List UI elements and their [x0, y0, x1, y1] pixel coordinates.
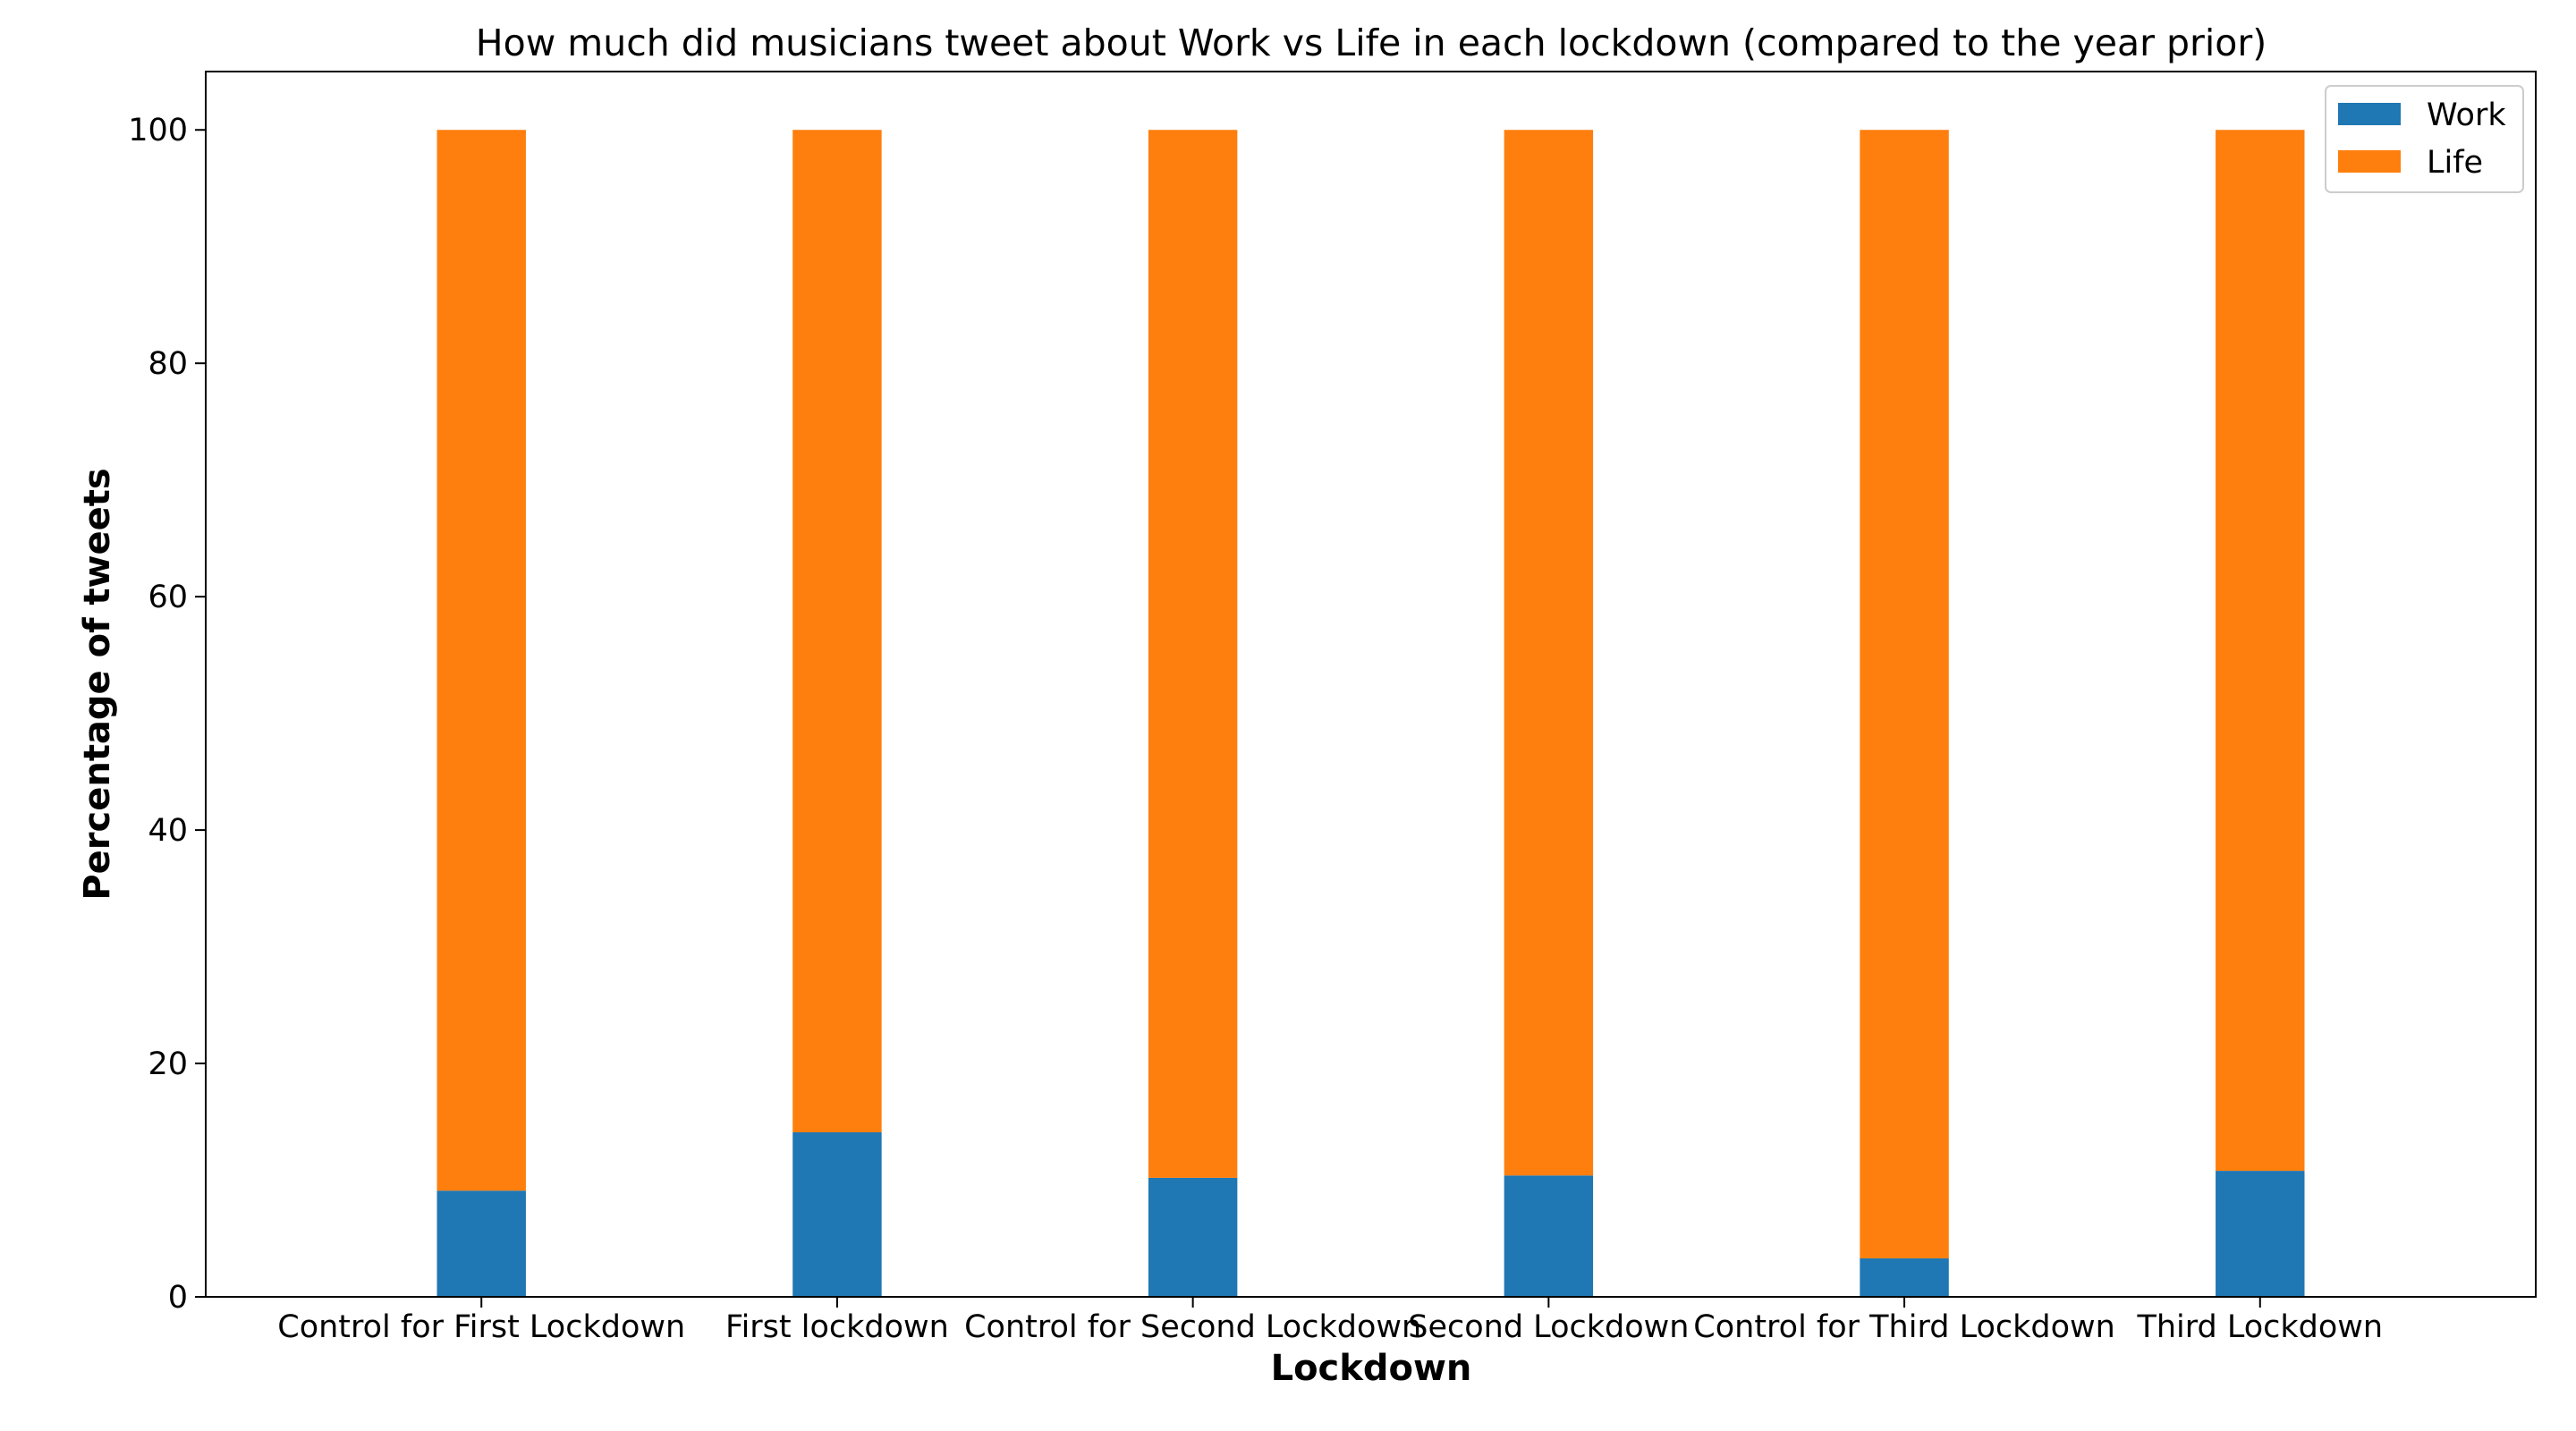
legend-swatch-life: [2338, 150, 2401, 173]
plot-frame: [205, 71, 2537, 1298]
bar-work-third-lockdown: [2216, 1171, 2305, 1297]
x-tick-label-second-lockdown: Second Lockdown: [1408, 1309, 1689, 1345]
y-tick-label-40: 40: [148, 813, 188, 849]
legend-label-work: Work: [2427, 97, 2506, 133]
bar-life-control-for-first-lockdown: [436, 130, 526, 1191]
x-tick-label-third-lockdown: Third Lockdown: [2136, 1309, 2383, 1345]
y-tick-label-80: 80: [148, 346, 188, 382]
x-axis-ticks: Control for First Lockdown First lockdown…: [277, 1297, 2383, 1345]
x-tick-label-control-for-first-lockdown: Control for First Lockdown: [277, 1309, 685, 1345]
chart-title: How much did musicians tweet about Work …: [476, 21, 2267, 64]
x-tick-label-control-for-third-lockdown: Control for Third Lockdown: [1693, 1309, 2115, 1345]
bar-life-third-lockdown: [2216, 130, 2305, 1172]
y-tick-label-0: 0: [168, 1280, 188, 1316]
y-axis-label: Percentage of tweets: [77, 468, 118, 900]
bar-life-first-lockdown: [792, 130, 882, 1133]
legend-swatch-work: [2338, 103, 2401, 125]
bar-life-control-for-second-lockdown: [1148, 130, 1238, 1178]
bar-life-second-lockdown: [1504, 130, 1594, 1176]
y-tick-label-20: 20: [148, 1046, 188, 1082]
x-axis-label: Lockdown: [1271, 1348, 1472, 1389]
bar-work-control-for-first-lockdown: [436, 1190, 526, 1297]
y-tick-label-60: 60: [148, 580, 188, 615]
y-axis-ticks: 0 20 40 60 80 100: [128, 113, 206, 1316]
x-tick-label-first-lockdown: First lockdown: [725, 1309, 949, 1345]
bar-work-second-lockdown: [1504, 1175, 1594, 1297]
x-tick-label-control-for-second-lockdown: Control for Second Lockdown: [964, 1309, 1421, 1345]
bar-life-control-for-third-lockdown: [1860, 130, 1949, 1258]
bar-work-control-for-second-lockdown: [1148, 1177, 1238, 1297]
legend: Work Life: [2325, 85, 2524, 193]
legend-label-life: Life: [2427, 145, 2483, 181]
bar-work-first-lockdown: [792, 1132, 882, 1297]
y-tick-label-100: 100: [128, 113, 188, 148]
bars-layer: [436, 130, 2305, 1297]
bar-work-control-for-third-lockdown: [1860, 1257, 1949, 1297]
